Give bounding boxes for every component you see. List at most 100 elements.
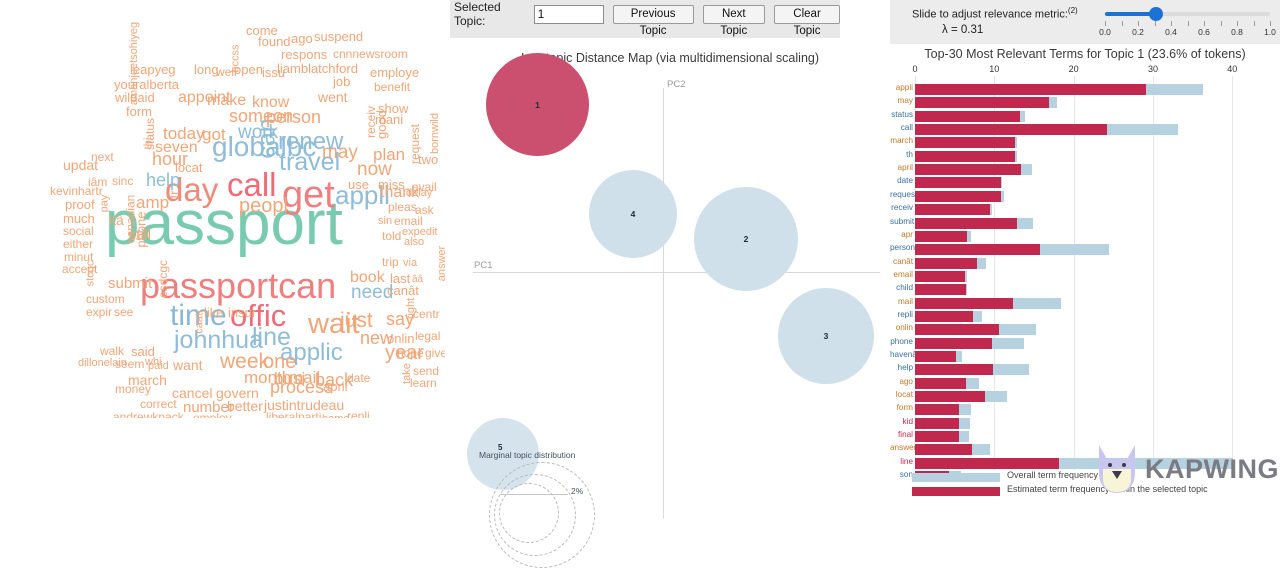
word-cloud-term: two: [418, 152, 439, 167]
topic-frequency-bar: [915, 270, 965, 282]
mds-y-axis: [663, 88, 664, 518]
term-row[interactable]: status: [890, 109, 1280, 122]
slider-tick-label: 0.6: [1198, 27, 1210, 37]
term-row[interactable]: appli: [890, 83, 1280, 95]
term-label[interactable]: onlin: [895, 323, 913, 333]
term-row[interactable]: mail: [890, 296, 1280, 309]
term-row[interactable]: ago: [890, 376, 1280, 389]
topic-frequency-bar: [915, 150, 1015, 162]
word-cloud-term: canât: [387, 283, 419, 298]
term-label[interactable]: march: [890, 136, 913, 146]
term-row[interactable]: submit: [890, 216, 1280, 229]
term-row[interactable]: april: [890, 163, 1280, 176]
term-label[interactable]: canât: [892, 256, 913, 266]
term-label[interactable]: final: [897, 430, 913, 440]
term-row[interactable]: march: [890, 136, 1280, 149]
selected-topic-input[interactable]: [533, 4, 604, 24]
term-row[interactable]: form: [890, 403, 1280, 416]
relevance-slider-knob[interactable]: [1149, 7, 1164, 21]
word-cloud-term: learn: [410, 376, 437, 390]
previous-topic-button[interactable]: Previous Topic: [612, 4, 694, 37]
term-row[interactable]: canât: [890, 256, 1280, 269]
word-cloud-term: busi: [274, 369, 306, 388]
term-label[interactable]: person: [890, 243, 916, 253]
topic-frequency-bar: [915, 431, 959, 443]
term-row[interactable]: havenât: [890, 350, 1280, 362]
word-cloud-term: amanjeetsohiyeg: [128, 21, 141, 106]
term-label[interactable]: locat: [895, 390, 913, 400]
term-row[interactable]: call: [890, 123, 1280, 136]
term-row[interactable]: request: [890, 189, 1280, 202]
term-label[interactable]: form: [896, 403, 913, 413]
word-cloud-term: well: [216, 65, 237, 79]
word-cloud-term: seem: [115, 357, 145, 371]
term-row[interactable]: email: [890, 269, 1280, 282]
relevance-slider-track[interactable]: [1105, 7, 1270, 21]
word-cloud-term: number: [183, 399, 234, 416]
term-label[interactable]: call: [900, 123, 913, 133]
topic-bubble-1[interactable]: 1: [486, 53, 589, 156]
term-label[interactable]: child: [896, 283, 913, 293]
word-cloud-term: andrewknack: [113, 410, 184, 418]
next-topic-button[interactable]: Next Topic: [702, 4, 766, 37]
word-cloud-term: phone: [133, 211, 149, 248]
term-label[interactable]: repli: [897, 309, 913, 319]
relevance-slider-label: Slide to adjust relevance metric:(2): [912, 6, 1078, 21]
word-cloud-term: leapyeg: [130, 62, 176, 77]
term-row[interactable]: phone: [890, 336, 1280, 349]
term-label[interactable]: phone: [890, 336, 913, 346]
legend-overall-label: Overall term frequency: [1007, 470, 1099, 480]
term-label[interactable]: april: [897, 163, 913, 173]
term-row[interactable]: help: [890, 363, 1280, 376]
word-cloud-term: new: [360, 328, 394, 348]
word-cloud-term: renew: [278, 128, 344, 155]
term-row[interactable]: final: [890, 430, 1280, 443]
term-label[interactable]: email: [893, 269, 913, 279]
term-row[interactable]: th: [890, 149, 1280, 162]
term-label[interactable]: answer: [890, 443, 917, 453]
term-row[interactable]: person: [890, 243, 1280, 256]
term-row[interactable]: line: [890, 456, 1280, 469]
clear-topic-button[interactable]: Clear Topic: [774, 4, 840, 37]
term-label[interactable]: havenât: [890, 350, 920, 359]
term-label[interactable]: request: [890, 189, 918, 199]
topic-bubble-4[interactable]: 4: [589, 170, 677, 258]
term-label[interactable]: receiv: [891, 203, 913, 213]
term-label[interactable]: may: [897, 96, 913, 106]
term-label[interactable]: status: [891, 109, 913, 119]
term-row[interactable]: repli: [890, 309, 1280, 322]
mds-chart-title: Intertopic Distance Map (via multidimens…: [520, 51, 820, 65]
term-label[interactable]: submit: [890, 216, 915, 226]
topic-frequency-bar: [915, 230, 968, 242]
term-label[interactable]: son: [899, 470, 913, 480]
topic-bubble-2[interactable]: 2: [694, 187, 798, 291]
mds-pc2-label: PC2: [667, 79, 686, 90]
topic-frequency-bar: [915, 177, 1001, 189]
term-row[interactable]: apr: [890, 229, 1280, 242]
word-cloud-term: accept: [62, 262, 98, 276]
term-label[interactable]: line: [900, 456, 913, 466]
word-cloud-term: date: [347, 371, 371, 385]
term-row[interactable]: kid: [890, 416, 1280, 429]
topic-frequency-bar: [915, 190, 1002, 202]
word-cloud-term: process: [270, 377, 334, 397]
term-row[interactable]: child: [890, 283, 1280, 296]
term-label[interactable]: th: [906, 149, 913, 159]
term-label[interactable]: mail: [897, 296, 913, 306]
term-label[interactable]: date: [897, 176, 913, 186]
term-label[interactable]: apr: [901, 229, 913, 239]
word-cloud-term: seven: [155, 139, 198, 156]
slider-tick-minor: [1253, 21, 1255, 26]
term-row[interactable]: locat: [890, 390, 1280, 403]
term-row[interactable]: onlin: [890, 323, 1280, 336]
term-row[interactable]: answer: [890, 443, 1280, 456]
term-row[interactable]: may: [890, 96, 1280, 109]
term-row[interactable]: receiv: [890, 203, 1280, 216]
term-label[interactable]: appli: [895, 83, 913, 92]
term-label[interactable]: ago: [899, 376, 913, 386]
term-label[interactable]: help: [897, 363, 913, 373]
term-label[interactable]: kid: [902, 416, 913, 426]
word-cloud-term: itâ: [109, 212, 124, 228]
topic-bubble-3[interactable]: 3: [778, 288, 874, 384]
term-row[interactable]: date: [890, 176, 1280, 189]
